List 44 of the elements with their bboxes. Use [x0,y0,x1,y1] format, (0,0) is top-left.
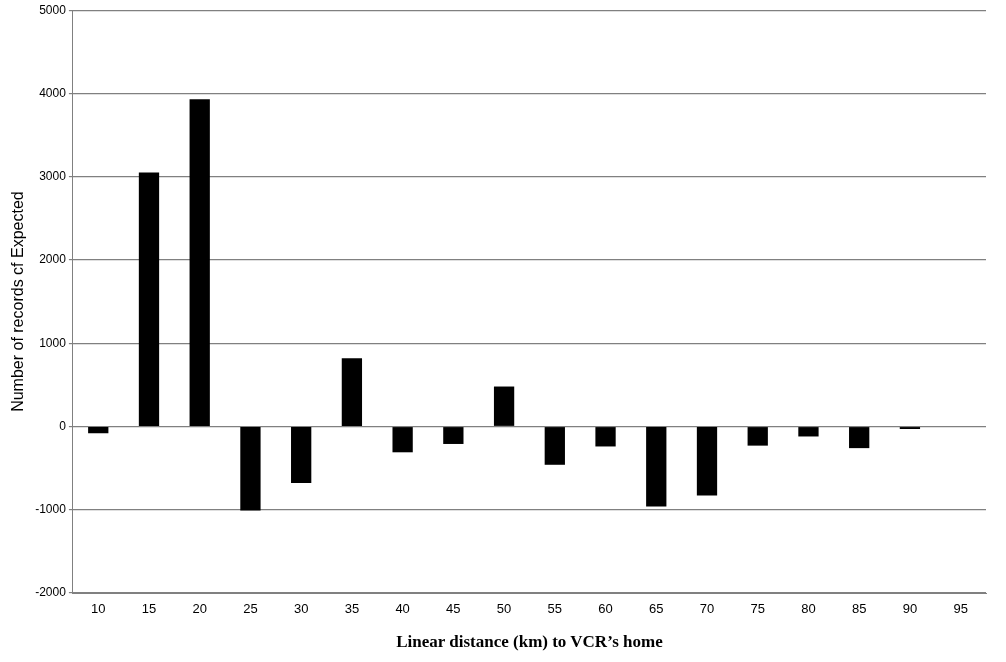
x-tick-label: 50 [496,601,512,617]
x-tick-label: 40 [395,601,410,617]
x-tick-label: 30 [293,601,309,617]
y-tick-label: -1000 [35,502,67,517]
x-tick-label: 35 [344,601,360,617]
x-axis-title: Linear distance (km) to VCR’s home [396,632,664,652]
bar [798,427,819,437]
bar [849,427,870,449]
bar [291,427,312,484]
y-tick-label: 0 [59,418,67,433]
x-tick-label: 60 [598,601,613,617]
y-tick-label: 2000 [39,252,67,267]
y-axis-title: Number of records cf Expected [9,191,27,412]
x-tick-label: 15 [141,601,157,617]
bar [189,99,210,426]
x-tick-label: 85 [851,601,867,617]
x-tick-label: 90 [902,601,918,617]
bar [595,427,616,447]
x-tick-label: 10 [91,601,106,617]
bar [443,427,464,444]
x-tick-label: 75 [750,601,765,617]
y-tick-label: 1000 [39,335,67,350]
x-tick-label: 95 [953,601,968,617]
bar [138,172,160,426]
bar [646,427,667,507]
bar [747,427,768,446]
x-tick-label: 45 [446,601,461,617]
bar [544,427,565,465]
x-tick-label: 25 [243,601,258,617]
y-tick-label: -2000 [35,585,67,600]
bar [493,386,515,426]
x-tick-label: 55 [547,601,563,617]
bar [240,427,261,511]
y-tick-label: 3000 [39,169,67,184]
bar [392,427,413,453]
x-tick-label: 20 [192,601,207,617]
x-tick-label: 65 [649,601,664,617]
bar [696,427,718,496]
x-tick-label: 80 [801,601,816,617]
bar [88,427,109,434]
y-tick-label: 4000 [39,85,67,100]
x-tick-label: 70 [699,601,715,617]
bar [341,358,363,426]
y-tick-label: 5000 [39,2,67,17]
